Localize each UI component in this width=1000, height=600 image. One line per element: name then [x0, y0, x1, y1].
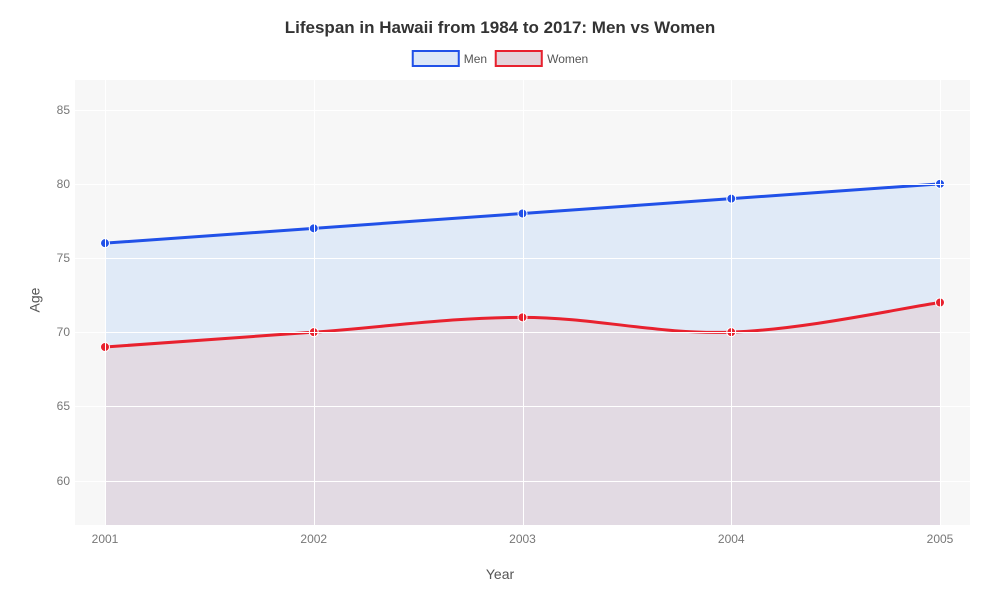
- y-tick-label: 70: [57, 325, 70, 339]
- chart-container: Lifespan in Hawaii from 1984 to 2017: Me…: [0, 0, 1000, 600]
- legend-item-women[interactable]: Women: [495, 50, 588, 67]
- x-tick-label: 2002: [300, 532, 327, 546]
- x-tick-label: 2001: [92, 532, 119, 546]
- legend-label-women: Women: [547, 52, 588, 66]
- x-tick-label: 2004: [718, 532, 745, 546]
- y-tick-label: 65: [57, 399, 70, 413]
- legend-label-men: Men: [464, 52, 487, 66]
- x-tick-label: 2005: [927, 532, 954, 546]
- legend-swatch-women: [495, 50, 543, 67]
- x-axis-title: Year: [486, 566, 514, 582]
- legend-item-men[interactable]: Men: [412, 50, 487, 67]
- legend-swatch-men: [412, 50, 460, 67]
- y-tick-label: 75: [57, 251, 70, 265]
- grid-line-vertical: [940, 80, 941, 525]
- y-tick-label: 60: [57, 474, 70, 488]
- grid-line-vertical: [523, 80, 524, 525]
- y-axis-title: Age: [26, 288, 42, 313]
- chart-title: Lifespan in Hawaii from 1984 to 2017: Me…: [285, 18, 715, 38]
- legend: Men Women: [412, 50, 588, 67]
- x-tick-label: 2003: [509, 532, 536, 546]
- plot-area: [75, 80, 970, 525]
- grid-line-vertical: [731, 80, 732, 525]
- grid-line-vertical: [105, 80, 106, 525]
- grid-line-vertical: [314, 80, 315, 525]
- y-tick-label: 80: [57, 177, 70, 191]
- y-tick-label: 85: [57, 103, 70, 117]
